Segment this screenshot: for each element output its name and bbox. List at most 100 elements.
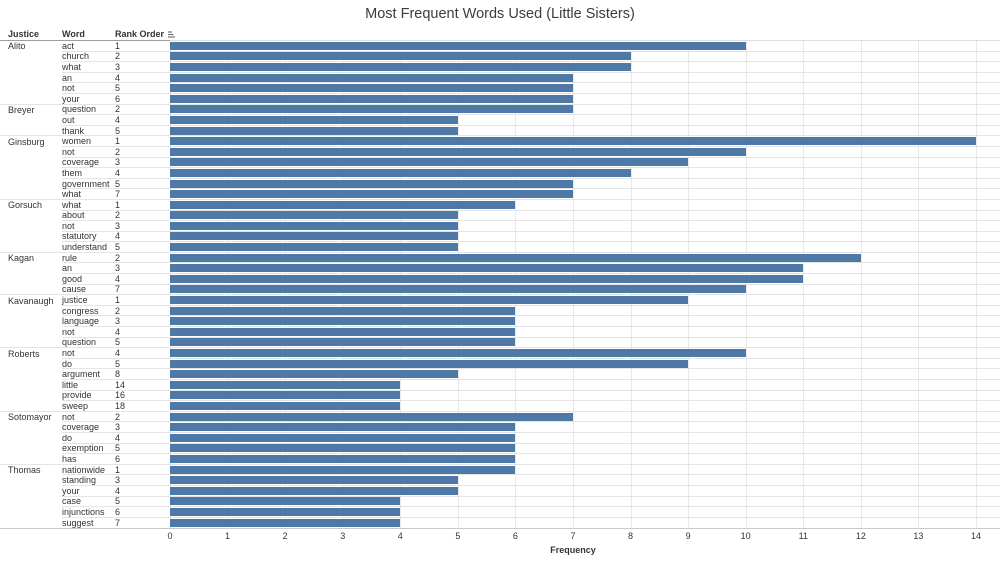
rank-value[interactable]: 4 [115, 486, 170, 497]
rank-value[interactable]: 2 [115, 51, 170, 63]
rank-value[interactable]: 6 [115, 94, 170, 105]
frequency-bar[interactable] [170, 137, 976, 146]
frequency-bar[interactable] [170, 190, 573, 199]
word-label[interactable]: rule [62, 253, 115, 264]
rank-value[interactable]: 3 [115, 316, 170, 328]
rank-value[interactable]: 5 [115, 179, 170, 190]
frequency-bar[interactable] [170, 41, 746, 50]
justice-label[interactable] [0, 486, 62, 497]
word-label[interactable]: what [62, 189, 115, 200]
justice-label[interactable] [0, 211, 62, 222]
word-label[interactable]: exemption [62, 443, 115, 455]
frequency-bar[interactable] [170, 158, 689, 167]
rank-value[interactable]: 2 [115, 210, 170, 222]
word-label[interactable]: church [62, 51, 115, 63]
frequency-bar[interactable] [170, 285, 746, 294]
sort-icon[interactable] [167, 30, 176, 39]
word-label[interactable]: them [62, 168, 115, 179]
rank-value[interactable]: 4 [115, 433, 170, 444]
rank-value[interactable]: 7 [115, 189, 170, 200]
frequency-bar[interactable] [170, 147, 746, 156]
frequency-bar[interactable] [170, 465, 516, 474]
word-label[interactable]: congress [62, 306, 115, 317]
word-label[interactable]: act [62, 41, 115, 52]
justice-label[interactable] [0, 306, 62, 317]
frequency-bar[interactable] [170, 105, 573, 114]
rank-value[interactable]: 2 [115, 147, 170, 158]
justice-label[interactable] [0, 369, 62, 380]
word-label[interactable]: sweep [62, 401, 115, 412]
justice-label[interactable] [0, 422, 62, 433]
frequency-bar[interactable] [170, 221, 458, 230]
justice-label[interactable] [0, 433, 62, 444]
word-label[interactable]: about [62, 210, 115, 222]
frequency-bar[interactable] [170, 370, 458, 379]
word-label[interactable]: language [62, 316, 115, 328]
justice-label[interactable] [0, 221, 62, 232]
column-header-rank[interactable]: Rank Order [115, 28, 176, 40]
justice-label[interactable] [0, 380, 62, 391]
justice-label[interactable]: Breyer [8, 104, 35, 115]
justice-label[interactable] [0, 338, 62, 349]
justice-label[interactable] [0, 189, 62, 200]
justice-label[interactable]: Roberts [8, 348, 40, 359]
justice-label[interactable]: Ginsburg [8, 136, 45, 147]
rank-value[interactable]: 4 [115, 231, 170, 243]
word-label[interactable]: coverage [62, 422, 115, 433]
frequency-bar[interactable] [170, 444, 516, 453]
rank-value[interactable]: 3 [115, 475, 170, 486]
frequency-bar[interactable] [170, 126, 458, 135]
justice-label[interactable] [0, 285, 62, 296]
frequency-bar[interactable] [170, 433, 516, 442]
rank-value[interactable]: 5 [115, 496, 170, 508]
frequency-bar[interactable] [170, 412, 573, 421]
justice-label[interactable]: Kagan [8, 253, 35, 264]
word-label[interactable]: do [62, 433, 115, 444]
justice-label[interactable] [0, 263, 62, 274]
justice-label[interactable] [0, 73, 62, 84]
word-label[interactable]: thank [62, 126, 115, 137]
word-label[interactable]: do [62, 359, 115, 370]
word-label[interactable]: suggest [62, 518, 94, 529]
justice-label[interactable] [0, 62, 62, 73]
frequency-bar[interactable] [170, 94, 573, 103]
rank-value[interactable]: 2 [115, 412, 170, 423]
rank-value[interactable]: 5 [115, 337, 170, 349]
word-label[interactable]: little [62, 380, 115, 391]
column-header-word[interactable]: Word [62, 29, 85, 39]
rank-value[interactable]: 2 [115, 253, 170, 264]
word-label[interactable]: not [62, 221, 115, 232]
rank-value[interactable]: 4 [115, 168, 170, 179]
frequency-bar[interactable] [170, 327, 516, 336]
word-label[interactable]: provide [62, 390, 115, 402]
word-label[interactable]: argument [62, 369, 115, 380]
word-label[interactable]: not [62, 83, 115, 94]
rank-value[interactable]: 5 [115, 126, 170, 137]
frequency-bar[interactable] [170, 391, 401, 400]
frequency-bar[interactable] [170, 497, 401, 506]
word-label[interactable]: statutory [62, 231, 115, 243]
justice-label[interactable] [0, 242, 62, 253]
rank-value[interactable]: 4 [115, 73, 170, 84]
frequency-bar[interactable] [170, 62, 631, 71]
word-label[interactable]: your [62, 486, 115, 497]
justice-label[interactable]: Alito [8, 41, 26, 52]
word-label[interactable]: injunctions [62, 507, 115, 518]
frequency-bar[interactable] [170, 52, 631, 61]
frequency-bar[interactable] [170, 519, 401, 528]
frequency-bar[interactable] [170, 454, 516, 463]
justice-label[interactable] [0, 274, 62, 285]
word-label[interactable]: case [62, 496, 115, 508]
frequency-bar[interactable] [170, 168, 631, 177]
word-label[interactable]: an [62, 263, 115, 275]
word-label[interactable]: standing [62, 475, 115, 486]
word-label[interactable]: coverage [62, 157, 115, 169]
justice-label[interactable] [0, 83, 62, 94]
rank-value[interactable]: 5 [115, 359, 170, 370]
rank-value[interactable]: 5 [115, 242, 170, 253]
frequency-bar[interactable] [170, 401, 401, 410]
word-label[interactable]: women [62, 136, 115, 147]
justice-label[interactable]: Kavanaugh [8, 295, 54, 306]
justice-label[interactable] [0, 507, 62, 518]
justice-label[interactable] [0, 444, 62, 455]
